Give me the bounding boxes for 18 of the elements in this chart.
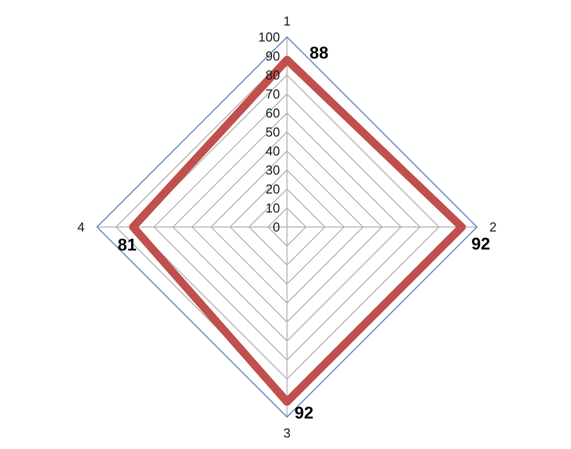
data-label: 81 xyxy=(118,236,137,254)
y-tick-label: 90 xyxy=(266,48,280,64)
data-label: 88 xyxy=(310,43,328,62)
spoke-label: 2 xyxy=(489,220,497,234)
y-tick-label: 40 xyxy=(266,144,280,158)
data-label: 92 xyxy=(294,403,314,422)
y-tick-label: 100 xyxy=(258,30,280,44)
data-label: 92 xyxy=(471,234,490,254)
spoke-label: 4 xyxy=(77,220,85,234)
y-tick-label: 60 xyxy=(266,106,280,120)
y-tick-label: 30 xyxy=(266,162,280,178)
y-tick-label: 10 xyxy=(266,200,280,216)
y-tick-label: 50 xyxy=(266,124,280,140)
y-tick-label: 20 xyxy=(266,182,280,196)
spoke-label: 3 xyxy=(283,426,291,440)
spoke-label: 1 xyxy=(283,14,291,28)
y-tick-label: 0 xyxy=(272,220,280,234)
y-tick-label: 70 xyxy=(266,86,280,102)
